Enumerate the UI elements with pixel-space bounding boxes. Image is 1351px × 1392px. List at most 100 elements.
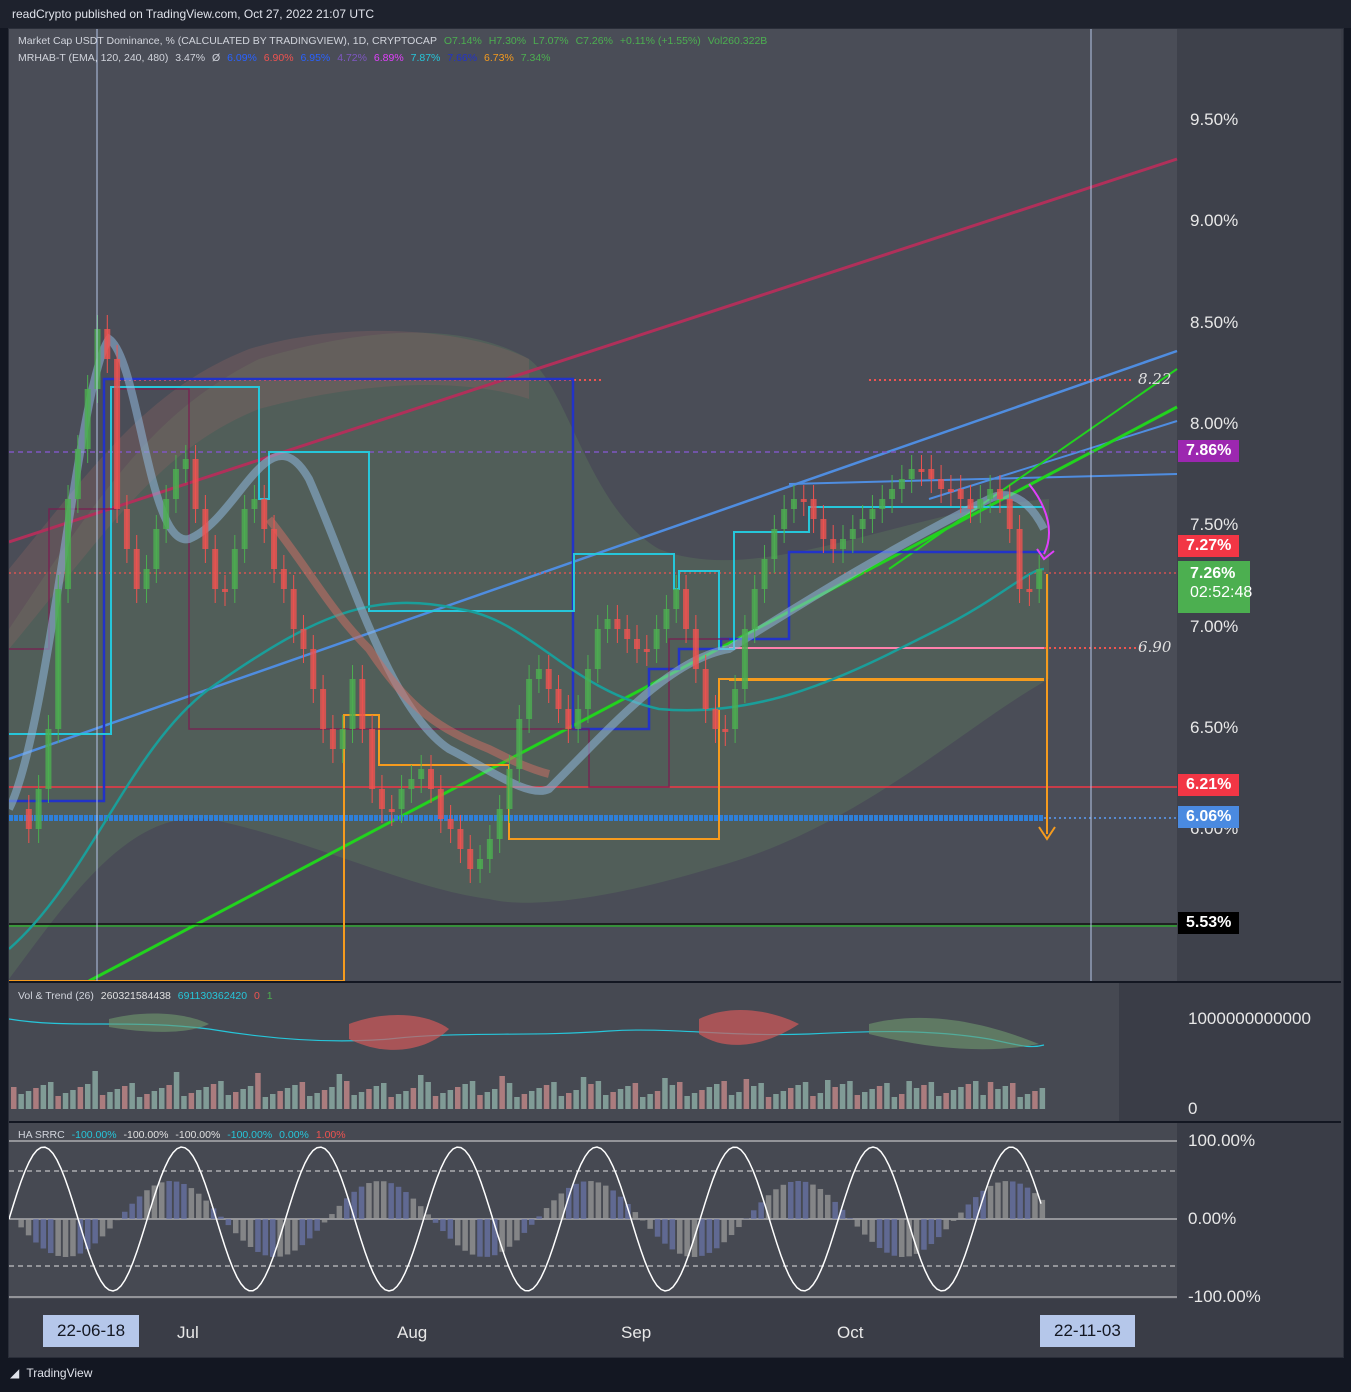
candle-body bbox=[830, 539, 837, 549]
ha-bar bbox=[788, 1181, 794, 1219]
candle-body bbox=[584, 669, 591, 709]
ha-bar bbox=[817, 1188, 824, 1219]
ha-bar bbox=[588, 1181, 594, 1219]
volume-bar bbox=[736, 1092, 742, 1109]
ha-bar bbox=[62, 1219, 69, 1257]
ha-bar bbox=[425, 1214, 431, 1219]
ha-bar bbox=[647, 1219, 653, 1229]
volume-bar bbox=[181, 1096, 187, 1109]
volume-bar bbox=[884, 1083, 890, 1109]
volume-bar bbox=[62, 1093, 69, 1109]
time-start-label: 22-06-18 bbox=[43, 1315, 140, 1347]
candle-body bbox=[1026, 589, 1033, 592]
volume-bar bbox=[906, 1081, 912, 1109]
price-label-750: 7.50% bbox=[1190, 515, 1239, 534]
ha-bar bbox=[181, 1183, 187, 1219]
candle-body bbox=[182, 459, 189, 469]
ha-bar bbox=[529, 1219, 535, 1225]
volume-bar bbox=[114, 1089, 121, 1109]
ha-bar bbox=[987, 1185, 994, 1219]
candle-body bbox=[575, 709, 582, 729]
candle-body bbox=[722, 729, 729, 732]
ha-bar bbox=[233, 1219, 239, 1234]
ema-blue-step bbox=[9, 377, 1044, 803]
ha-bar bbox=[218, 1216, 224, 1219]
ema-teal-curve bbox=[9, 567, 1045, 950]
main-legend: Market Cap USDT Dominance, % (CALCULATED… bbox=[18, 35, 771, 47]
ha-bar bbox=[625, 1204, 631, 1219]
ha-bar bbox=[943, 1219, 949, 1230]
volume-bar bbox=[358, 1092, 365, 1109]
volume-bar bbox=[188, 1093, 195, 1109]
volume-bar bbox=[151, 1091, 158, 1109]
price-tag-black: 5.53% bbox=[1178, 912, 1240, 934]
volume-bar bbox=[891, 1097, 898, 1109]
volume-bar bbox=[395, 1094, 402, 1109]
candle-body bbox=[624, 629, 631, 639]
time-label-oct: Oct bbox=[837, 1323, 864, 1342]
ha-v1: -100.00% bbox=[71, 1129, 117, 1141]
volume-bar bbox=[1010, 1083, 1016, 1109]
time-label-jul: Jul bbox=[177, 1323, 199, 1342]
ha-title: HA SRRC bbox=[18, 1129, 65, 1141]
ha-bar bbox=[913, 1219, 920, 1254]
time-label-aug: Aug bbox=[397, 1323, 428, 1342]
mrhab-legend: MRHAB-T (EMA, 120, 240, 480) 3.47% Ø 6.0… bbox=[18, 52, 555, 64]
ha-bar bbox=[166, 1181, 172, 1219]
volume-bar bbox=[477, 1095, 483, 1109]
candle-body bbox=[359, 679, 366, 729]
volume-bar bbox=[40, 1085, 47, 1109]
ha-axis-100: 100.00% bbox=[1188, 1131, 1256, 1150]
candle-body bbox=[251, 499, 258, 509]
candle-body bbox=[1016, 529, 1023, 589]
candle-body bbox=[300, 629, 307, 649]
volume-bar bbox=[684, 1096, 690, 1109]
volume-bar bbox=[795, 1085, 801, 1109]
ha-bar bbox=[795, 1181, 801, 1219]
ha-bar bbox=[455, 1219, 461, 1246]
volume-bar bbox=[973, 1081, 979, 1109]
ha-legend: HA SRRC -100.00% -100.00% -100.00% -100.… bbox=[18, 1129, 350, 1141]
tradingview-brand: ◢ TradingView bbox=[10, 1366, 92, 1380]
volume-bar bbox=[144, 1094, 150, 1109]
ha-bar bbox=[832, 1201, 838, 1219]
ha-bar bbox=[891, 1219, 898, 1256]
ha-bar bbox=[869, 1219, 875, 1242]
ha-bar bbox=[699, 1219, 705, 1256]
price-label-950: 9.50% bbox=[1190, 110, 1239, 129]
volume-bar bbox=[936, 1096, 942, 1109]
candle-body bbox=[643, 649, 650, 652]
ha-bar bbox=[270, 1219, 276, 1257]
volume-bar bbox=[728, 1095, 735, 1109]
volume-bar bbox=[77, 1087, 84, 1109]
ha-bar bbox=[240, 1219, 246, 1241]
candle-body bbox=[378, 789, 385, 809]
chart-canvas[interactable] bbox=[9, 29, 1341, 1355]
label-822: 8.22 bbox=[1138, 370, 1172, 388]
mrhab-v1: 6.09% bbox=[227, 52, 257, 64]
ha-bar bbox=[765, 1195, 772, 1219]
volume-bar bbox=[839, 1084, 846, 1109]
candle-body bbox=[918, 469, 925, 472]
ema-cyan-step bbox=[9, 386, 1044, 735]
volume-bar bbox=[788, 1088, 794, 1109]
candle-body bbox=[771, 529, 778, 559]
ha-bar bbox=[144, 1190, 150, 1219]
ha-bar bbox=[33, 1219, 39, 1243]
ha-bar bbox=[469, 1219, 476, 1255]
pane-separator-2 bbox=[9, 1121, 1341, 1123]
volume-bar bbox=[854, 1095, 861, 1109]
high-value: H7.30% bbox=[488, 35, 527, 47]
candle-body bbox=[418, 769, 425, 779]
candle-body bbox=[428, 769, 434, 789]
vol-title: Vol & Trend (26) bbox=[18, 990, 94, 1002]
volume-bar bbox=[965, 1084, 972, 1109]
volume-bar bbox=[85, 1084, 91, 1109]
ha-bar bbox=[876, 1219, 883, 1248]
volume-bar bbox=[159, 1088, 165, 1109]
vol-axis-bottom: 0 bbox=[1188, 1099, 1198, 1118]
trend-blob-3 bbox=[109, 1013, 209, 1032]
ha-bar bbox=[936, 1219, 942, 1238]
candle-body bbox=[84, 389, 91, 449]
ha-v6: 1.00% bbox=[315, 1129, 346, 1141]
